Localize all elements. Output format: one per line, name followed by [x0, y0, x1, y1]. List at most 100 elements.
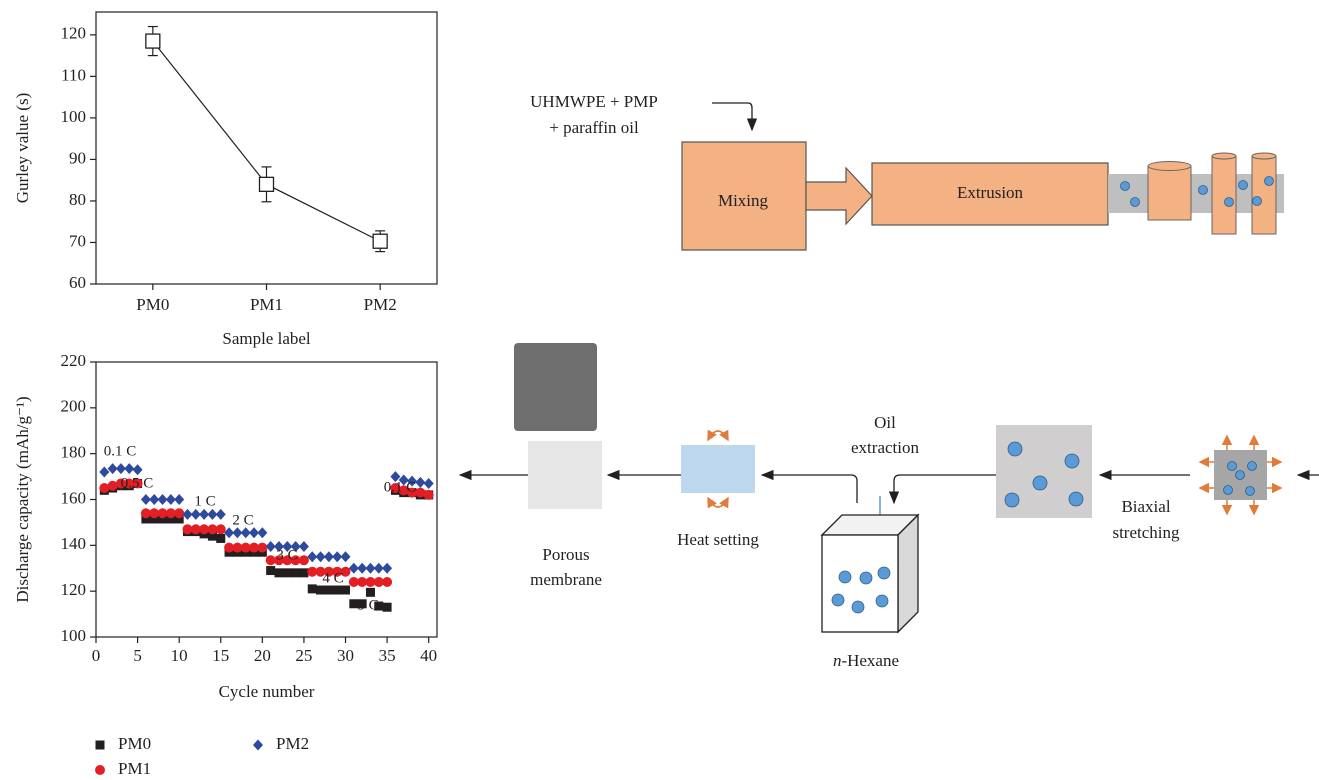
marker-diamond: [174, 494, 184, 505]
marker-square: [291, 568, 300, 577]
marker-square: [341, 586, 350, 595]
x-tick-label: 25: [295, 646, 312, 665]
annotation: 0.1 C: [104, 443, 137, 459]
membrane: [528, 441, 602, 509]
step-label: Porous: [542, 545, 589, 564]
marker-diamond: [99, 467, 109, 478]
y-tick-label: 200: [61, 397, 87, 416]
y-tick-label: 100: [61, 107, 87, 126]
marker-square: [216, 534, 225, 543]
x-tick-label: 15: [212, 646, 229, 665]
data-point: [373, 234, 387, 248]
annotation: 0.5 C: [121, 475, 154, 491]
y-tick-label: 120: [61, 580, 87, 599]
x-tick-label: PM1: [250, 295, 283, 314]
marker-square: [299, 568, 308, 577]
marker-square: [366, 588, 375, 597]
step-label: membrane: [530, 570, 602, 589]
heat-setting-film: [681, 445, 755, 493]
marker-diamond: [341, 551, 351, 562]
marker-square: [324, 586, 333, 595]
data-point: [260, 177, 274, 191]
mixing-label: Mixing: [718, 191, 769, 210]
feed-arrow: [712, 103, 752, 130]
step-label: Biaxial: [1121, 497, 1170, 516]
legend-label: PM1: [118, 759, 151, 778]
marker-diamond: [216, 509, 226, 520]
rollers: [1148, 153, 1276, 234]
marker-circle: [174, 508, 184, 518]
step-label: Oil: [874, 413, 896, 432]
y-tick-label: 60: [69, 273, 86, 292]
marker-circle: [382, 577, 392, 587]
data-line: [153, 41, 380, 241]
extrusion-label: Extrusion: [957, 183, 1024, 202]
marker-diamond: [124, 463, 134, 474]
marker-square: [274, 568, 283, 577]
step-label: stretching: [1112, 523, 1180, 542]
annotation: 5 C: [357, 597, 378, 613]
y-tick-label: 80: [69, 190, 86, 209]
legend-marker: [95, 765, 105, 775]
marker-square: [383, 603, 392, 612]
x-axis-label: Sample label: [222, 329, 311, 348]
solvent-label-italic: n: [833, 651, 842, 670]
x-axis-label: Cycle number: [219, 682, 315, 701]
x-tick-label: PM2: [364, 295, 397, 314]
block-arrow: [806, 168, 872, 224]
marker-square: [333, 586, 342, 595]
legend-label: PM0: [118, 734, 151, 753]
y-tick-label: 120: [61, 24, 87, 43]
y-tick-label: 220: [61, 351, 87, 370]
step-label: extraction: [851, 438, 919, 457]
marker-square: [283, 568, 292, 577]
annotation: 0.1 C: [384, 479, 417, 495]
x-tick-label: 35: [379, 646, 396, 665]
solvent-label-rest: -Hexane: [841, 651, 899, 670]
y-tick-label: 160: [61, 488, 87, 507]
x-tick-label: 0: [92, 646, 101, 665]
flow-arrow: [762, 475, 857, 503]
x-tick-label: 40: [420, 646, 437, 665]
y-tick-label: 100: [61, 626, 87, 645]
step-label: Heat setting: [677, 530, 759, 549]
y-tick-label: 140: [61, 534, 87, 553]
marker-circle: [424, 490, 434, 500]
x-tick-label: 5: [133, 646, 142, 665]
annotation: 3 C: [276, 547, 297, 563]
legend-marker: [96, 741, 105, 750]
marker-diamond: [299, 541, 309, 552]
marker-diamond: [257, 527, 267, 538]
legend-marker: [253, 740, 263, 751]
marker-circle: [257, 543, 267, 553]
page: {"chart_data": [ {"type": "line", "ylabe…: [0, 0, 1319, 780]
marker-diamond: [424, 478, 434, 489]
y-axis-label: Gurley value (s): [13, 93, 32, 203]
annotation: 2 C: [232, 512, 253, 528]
y-axis-label: Discharge capacity (mAh/g⁻¹): [13, 396, 32, 602]
annotation: 4 C: [322, 570, 343, 586]
sem-image: [514, 343, 597, 431]
x-tick-label: 10: [171, 646, 188, 665]
x-tick-label: PM0: [136, 295, 169, 314]
marker-diamond: [382, 563, 392, 574]
x-tick-label: 20: [254, 646, 271, 665]
y-tick-label: 180: [61, 443, 87, 462]
marker-square: [266, 566, 275, 575]
marker-diamond: [415, 477, 425, 488]
data-point: [146, 34, 160, 48]
figure: UHMWPE + PMP + paraffin oil Mixing Extru…: [0, 0, 1319, 780]
feed-label: UHMWPE + PMP: [530, 92, 658, 111]
marker-square: [308, 584, 317, 593]
x-tick-label: 30: [337, 646, 354, 665]
marker-diamond: [133, 464, 143, 475]
y-tick-label: 70: [69, 231, 86, 250]
legend-label: PM2: [276, 734, 309, 753]
flow-arrow: [894, 475, 996, 503]
annotation: 1 C: [194, 493, 215, 509]
y-tick-label: 90: [69, 148, 86, 167]
solvent-label: n-Hexane: [833, 651, 899, 670]
y-tick-label: 110: [61, 65, 86, 84]
marker-square: [316, 586, 325, 595]
feed-label: + paraffin oil: [549, 118, 639, 137]
